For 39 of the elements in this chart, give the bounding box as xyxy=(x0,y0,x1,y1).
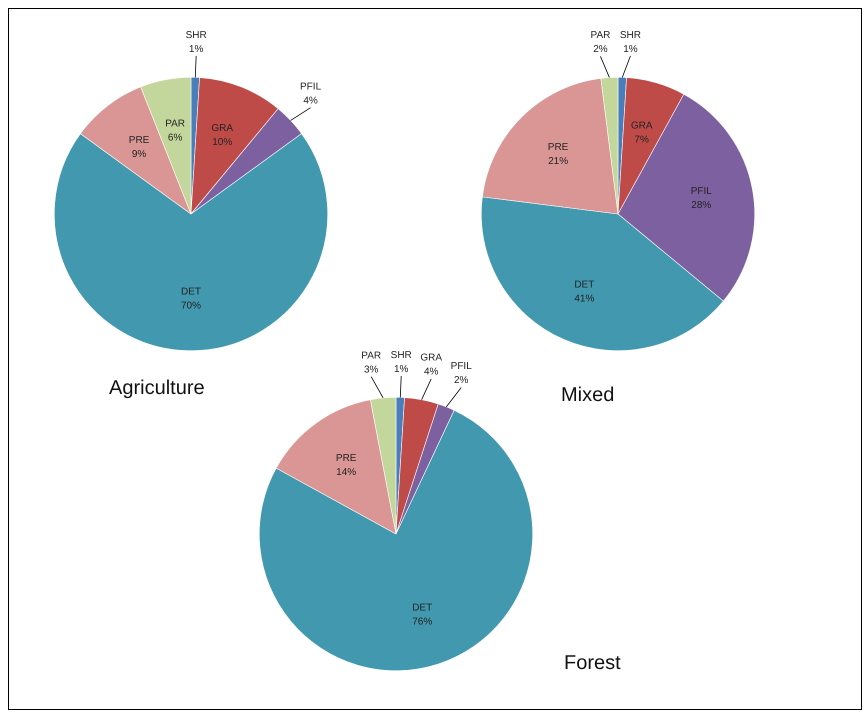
slice-label: PFIL xyxy=(300,81,322,92)
slice-label: SHR xyxy=(390,350,412,361)
data-label: 1% xyxy=(623,44,638,55)
data-label: 21% xyxy=(548,156,568,167)
text: Agriculture xyxy=(109,377,205,400)
data-label: 2% xyxy=(593,44,608,56)
slice-label: PAR xyxy=(361,350,382,362)
slice-label: PRE xyxy=(336,453,357,464)
slice-label: DET xyxy=(181,286,201,298)
slice-label: SHR xyxy=(620,30,641,41)
data-label: 1% xyxy=(394,364,409,375)
slice-label: PRE xyxy=(548,142,569,153)
slice-label: PAR xyxy=(165,118,186,130)
slice-label: PAR xyxy=(590,30,610,42)
data-label: 4% xyxy=(303,95,318,106)
text: Mixed xyxy=(561,384,614,407)
data-label: 28% xyxy=(691,200,712,211)
data-label: 2% xyxy=(454,375,469,386)
text: Forest xyxy=(564,652,621,675)
data-label: 7% xyxy=(634,134,649,146)
data-label: 14% xyxy=(336,467,356,478)
slice-label: PRE xyxy=(128,134,150,146)
data-label: 4% xyxy=(424,366,439,378)
data-label: 6% xyxy=(168,132,182,144)
slice-label: PFIL xyxy=(690,186,712,197)
slice-label: GRA xyxy=(630,120,653,132)
slice-label: DET xyxy=(412,602,432,614)
data-label: 9% xyxy=(132,148,146,160)
data-label: 1% xyxy=(188,44,204,55)
slice-label: SHR xyxy=(186,30,207,41)
slice-label: GRA xyxy=(420,352,442,364)
data-label: 10% xyxy=(212,136,232,148)
slice-label: PFIL xyxy=(450,361,472,372)
slice-label: DET xyxy=(574,280,594,291)
slice-label: GRA xyxy=(211,122,234,134)
data-label: 70% xyxy=(180,300,202,312)
data-label: 41% xyxy=(574,294,594,305)
data-label: 3% xyxy=(364,364,379,376)
data-label: 76% xyxy=(412,616,432,628)
